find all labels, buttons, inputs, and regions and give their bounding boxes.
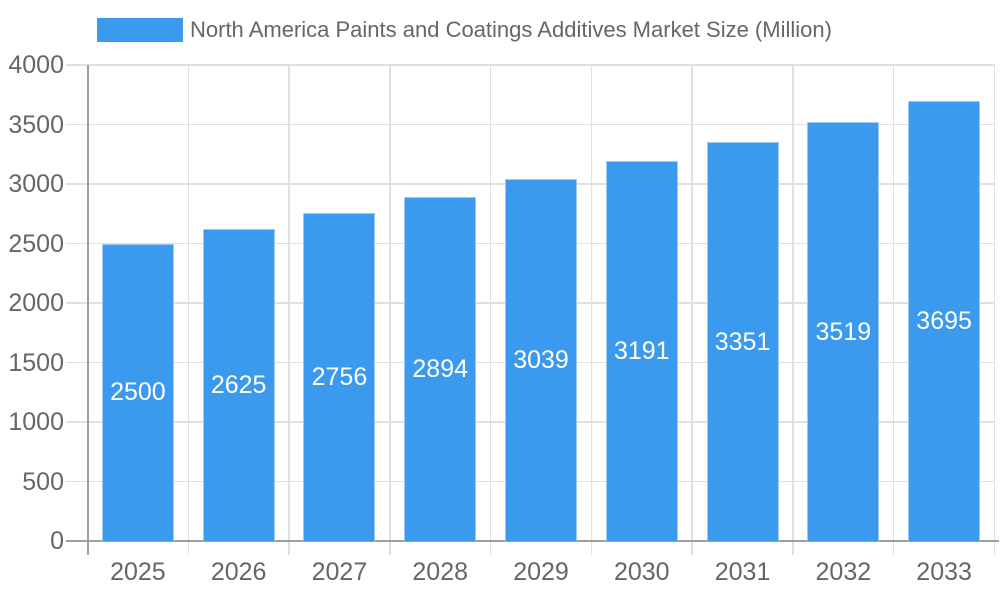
bar[interactable] bbox=[706, 142, 779, 541]
x-tick-label: 2031 bbox=[714, 558, 771, 586]
bar[interactable] bbox=[505, 179, 577, 541]
y-tick-label: 2500 bbox=[8, 229, 64, 258]
x-tick-label: 2025 bbox=[110, 558, 166, 586]
y-tick-label: 0 bbox=[50, 527, 64, 555]
y-tick-label: 3500 bbox=[8, 110, 64, 139]
y-tick-label: 1500 bbox=[8, 348, 64, 377]
y-tick-label: 3000 bbox=[8, 170, 64, 198]
y-tick-label: 1000 bbox=[8, 408, 64, 436]
v-gridline bbox=[389, 65, 391, 555]
h-gridline bbox=[66, 123, 995, 126]
v-gridline bbox=[187, 65, 190, 555]
v-gridline bbox=[892, 65, 895, 555]
x-tick-label: 2028 bbox=[412, 558, 469, 586]
h-gridline bbox=[66, 64, 995, 66]
chart-legend-item[interactable]: North America Paints and Coatings Additi… bbox=[97, 18, 832, 42]
legend-label: North America Paints and Coatings Additi… bbox=[190, 17, 832, 42]
bar[interactable] bbox=[605, 161, 678, 541]
bar[interactable] bbox=[908, 101, 981, 541]
v-gridline bbox=[489, 65, 492, 555]
v-gridline bbox=[792, 65, 794, 555]
v-gridline bbox=[288, 65, 290, 555]
y-tick-label: 2000 bbox=[8, 289, 64, 317]
x-axis-line bbox=[66, 540, 999, 542]
bar[interactable] bbox=[101, 243, 174, 541]
y-tick-label: 500 bbox=[22, 467, 64, 496]
bar[interactable] bbox=[202, 228, 275, 541]
v-gridline bbox=[993, 65, 996, 555]
x-tick-label: 2027 bbox=[311, 558, 368, 586]
y-axis-line bbox=[86, 65, 89, 555]
bar[interactable] bbox=[303, 213, 376, 541]
x-tick-label: 2029 bbox=[513, 558, 569, 586]
y-tick-label: 4000 bbox=[8, 51, 64, 79]
x-tick-label: 2032 bbox=[815, 558, 872, 586]
bar[interactable] bbox=[807, 122, 880, 541]
x-tick-label: 2026 bbox=[210, 558, 267, 586]
x-tick-label: 2033 bbox=[916, 558, 972, 586]
x-tick-label: 2030 bbox=[613, 558, 670, 586]
v-gridline bbox=[590, 65, 593, 555]
bar[interactable] bbox=[404, 196, 477, 541]
v-gridline bbox=[691, 65, 693, 555]
legend-swatch bbox=[97, 18, 183, 42]
